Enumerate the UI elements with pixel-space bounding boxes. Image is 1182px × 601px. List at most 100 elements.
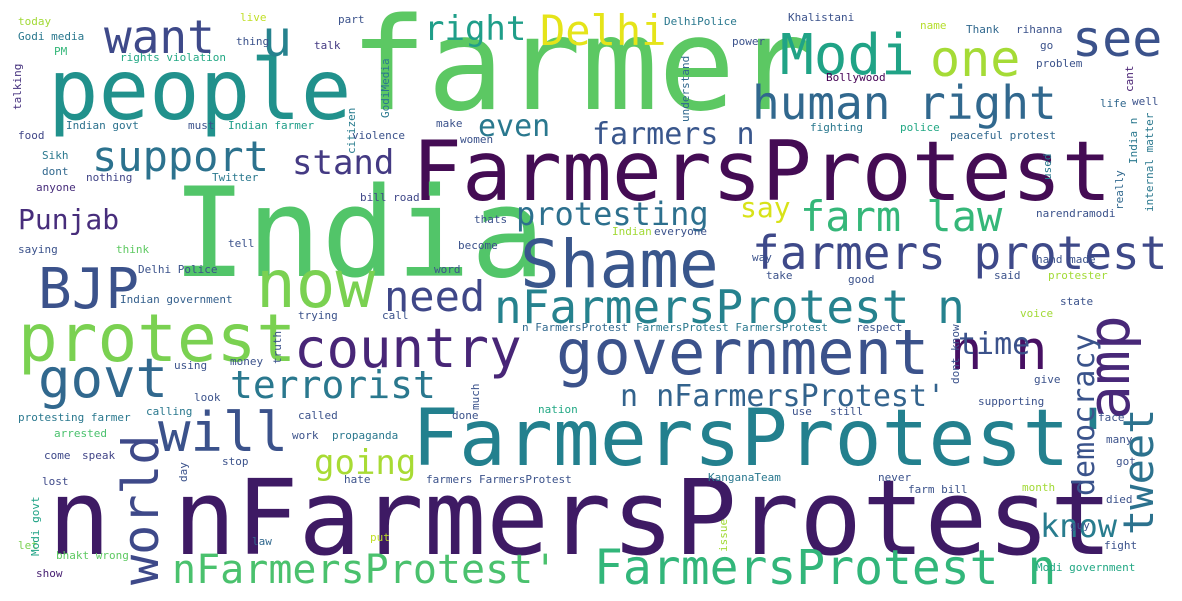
word-farmersprotest-farmersprotest: FarmersProtest FarmersProtest: [636, 321, 829, 334]
word-indian-farmer: Indian farmer: [228, 119, 315, 132]
word-supporting: supporting: [978, 395, 1045, 408]
word-respect: respect: [856, 321, 903, 334]
word-voice: voice: [1020, 307, 1054, 320]
word-india: India: [172, 162, 546, 306]
word-godimedia: GodiMedia: [379, 58, 392, 118]
word-talking: talking: [11, 63, 24, 110]
word-calling: calling: [146, 405, 193, 418]
word-think: think: [116, 243, 150, 256]
word-modi: Modi: [780, 23, 915, 88]
word-want: want: [104, 10, 215, 64]
word-internal-matter: internal matter: [1143, 112, 1156, 212]
word-state: state: [1060, 295, 1094, 308]
word-need: need: [384, 272, 486, 321]
word-truth: truth: [271, 330, 284, 364]
word-godi-media: Godi media: [18, 30, 85, 43]
word-protester: protester: [1048, 269, 1108, 282]
word-u: u: [262, 10, 293, 68]
word-become: become: [458, 239, 498, 252]
word-now: now: [256, 246, 376, 323]
word-police: police: [900, 121, 940, 134]
word-n-farmersprotest-small: n FarmersProtest: [522, 321, 628, 334]
word-fight: fight: [1104, 539, 1138, 552]
word-tell: tell: [228, 237, 255, 250]
word-propaganda: propaganda: [332, 429, 399, 442]
word-month: month: [1022, 481, 1056, 494]
word-bjp: BJP: [38, 257, 140, 322]
word-rihanna: rihanna: [1016, 23, 1063, 36]
word-name: name: [920, 19, 947, 32]
word-really: really: [1113, 170, 1126, 210]
word-power: power: [732, 35, 766, 48]
word-delhi: Delhi: [540, 6, 667, 55]
word-human-right: human right: [752, 76, 1057, 130]
word-farmers-protest: farmers protest: [752, 226, 1168, 280]
word-must: must: [188, 119, 215, 132]
word-protest: protest: [18, 300, 297, 377]
word-see: see: [1072, 10, 1163, 68]
word-thats: thats: [474, 213, 508, 226]
word-cant: cant: [1123, 65, 1136, 93]
word-law: law: [252, 535, 272, 548]
word-called: called: [298, 409, 338, 422]
word-farmers-n: farmers n: [592, 117, 755, 152]
word-kanganateam: KanganaTeam: [708, 471, 781, 484]
word-work: work: [292, 429, 319, 442]
word-n-n: n n: [950, 319, 1048, 382]
word-stand: stand: [292, 143, 395, 183]
word-know: know: [1040, 507, 1118, 545]
word-sikh: Sikh: [42, 149, 69, 162]
word-got: got: [1116, 455, 1136, 468]
word-one: one: [930, 30, 1021, 88]
word-shame: Shame: [520, 226, 719, 303]
word-done: done: [452, 409, 479, 422]
word-government: government: [556, 316, 930, 389]
word-tweet: tweet: [1114, 408, 1163, 535]
word-pm: PM: [54, 45, 68, 58]
word-hate: hate: [344, 473, 371, 486]
word-talk: talk: [314, 39, 341, 52]
word-put: put: [370, 531, 390, 544]
word-bill-road: bill road: [360, 191, 420, 204]
word-twitter: Twitter: [212, 171, 259, 184]
word-part: part: [338, 13, 365, 26]
word-said: said: [994, 269, 1021, 282]
word-punjab: Punjab: [18, 203, 120, 236]
word-give: give: [1034, 373, 1061, 386]
word-way: way: [752, 251, 772, 264]
word-indian-govt: Indian govt: [66, 119, 139, 132]
word-day: day: [177, 462, 190, 482]
word-protesting-farmer: protesting farmer: [18, 411, 131, 424]
word-call: call: [382, 309, 409, 322]
word-n-nfarmersprotest-quote: n nFarmersProtest': [620, 379, 946, 414]
word-saying: saying: [18, 243, 58, 256]
word-govt: govt: [38, 347, 169, 410]
word-died: died: [1106, 493, 1133, 506]
word-time: time: [958, 327, 1031, 362]
word-guy: guy: [1070, 519, 1090, 532]
word-thing: thing: [236, 35, 270, 48]
word-going: going: [314, 443, 417, 483]
word-well: well: [1132, 95, 1159, 108]
word-take: take: [766, 269, 793, 282]
word-still: still: [830, 405, 864, 418]
word-farmersprotest: FarmersProtest: [412, 123, 1112, 220]
word-right: right: [424, 9, 527, 49]
word-many: many: [1106, 433, 1133, 446]
word-nfarmersprotest-n: nFarmersProtest n: [494, 280, 965, 334]
word-show: show: [36, 567, 63, 580]
word-thank: Thank: [966, 23, 1000, 36]
word-nfarmersprotest-quote: nFarmersProtest': [172, 547, 558, 593]
word-n-nfarmersprotest: n nFarmersProtest: [48, 457, 1113, 579]
word-bhakt-wrong: bhakt wrong: [56, 549, 129, 562]
word-modi-government: Modi government: [1036, 561, 1136, 574]
word-women: women: [460, 133, 494, 146]
word-go: go: [1040, 39, 1054, 52]
word-word: word: [434, 263, 461, 276]
word-dont-know: dont know: [949, 324, 962, 384]
word-modi-govt: Modi govt: [29, 496, 42, 556]
word-country: country: [294, 317, 522, 380]
word-let: let: [18, 539, 38, 552]
word-delhi-police: Delhi Police: [138, 263, 218, 276]
